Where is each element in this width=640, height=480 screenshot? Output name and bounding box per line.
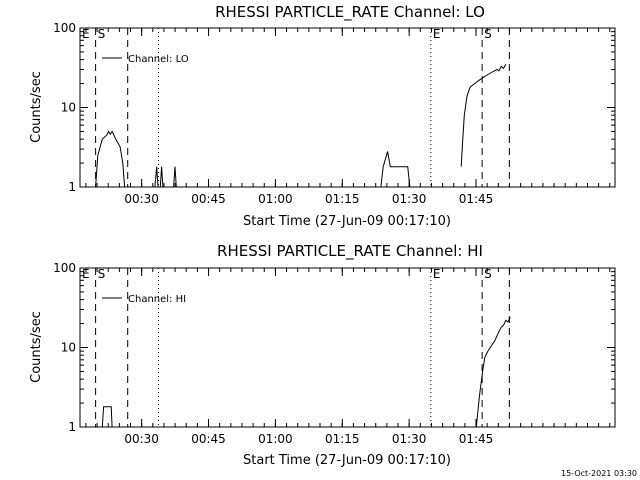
y-tick-label: 100: [53, 21, 76, 35]
event-marker-label: S: [484, 27, 492, 41]
event-marker-label: E: [82, 267, 90, 281]
plot-frame: [79, 27, 616, 188]
y-tick-label: 1: [68, 180, 76, 194]
x-tick-label: 00:30: [124, 192, 159, 206]
y-tick-label: 10: [61, 341, 76, 355]
y-axis-label: Counts/sec: [29, 71, 44, 143]
x-tick-label: 01:30: [392, 192, 427, 206]
y-tick-label: 1: [68, 420, 76, 434]
x-tick-label: 00:30: [124, 432, 159, 446]
y-tick-label: 100: [53, 261, 76, 275]
legend-label: Channel: LO: [128, 54, 189, 65]
data-series-line: [101, 406, 113, 428]
x-axis-label: Start Time (27-Jun-09 00:17:10): [243, 453, 451, 468]
x-tick-label: 01:45: [459, 192, 494, 206]
legend-label: Channel: HI: [128, 294, 186, 305]
x-tick-label: 01:00: [258, 432, 293, 446]
event-marker-label: E: [433, 267, 441, 281]
data-series-line: [154, 166, 159, 188]
data-series-line: [159, 166, 164, 188]
x-tick-label: 00:45: [191, 432, 226, 446]
x-tick-label: 01:15: [325, 432, 360, 446]
x-tick-label: 01:45: [459, 432, 494, 446]
event-marker-label: E: [433, 27, 441, 41]
chart-panel-lo: RHESSI PARTICLE_RATE Channel: LO Counts/…: [29, 3, 616, 229]
x-axis-label: Start Time (27-Jun-09 00:17:10): [243, 214, 451, 229]
event-marker-label: S: [98, 267, 106, 281]
plot-frame: [79, 267, 616, 428]
data-series-line: [380, 151, 411, 188]
data-series-line: [460, 63, 507, 167]
chart-panel-hi: RHESSI PARTICLE_RATE Channel: HI Counts/…: [29, 242, 616, 468]
chart-title: RHESSI PARTICLE_RATE Channel: HI: [217, 242, 483, 261]
y-tick-label: 10: [61, 101, 76, 115]
data-series-line: [475, 317, 511, 428]
x-tick-label: 01:15: [325, 192, 360, 206]
x-tick-label: 00:45: [191, 192, 226, 206]
event-marker-label: E: [82, 27, 90, 41]
event-marker-label: S: [484, 267, 492, 281]
plot-timestamp: 15-Oct-2021 03:30: [561, 469, 637, 478]
y-axis-label: Counts/sec: [29, 311, 44, 383]
chart-title: RHESSI PARTICLE_RATE Channel: LO: [215, 3, 485, 22]
x-tick-label: 01:30: [392, 432, 427, 446]
event-marker-label: S: [98, 27, 106, 41]
data-series-line: [173, 166, 177, 188]
data-series-line: [95, 130, 126, 188]
x-tick-label: 01:00: [258, 192, 293, 206]
